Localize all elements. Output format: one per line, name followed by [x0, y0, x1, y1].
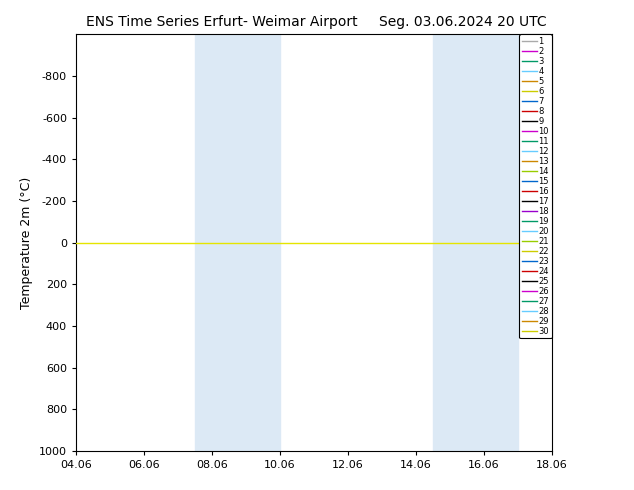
Bar [432, 34, 472, 451]
Y-axis label: Temperature 2m (°C): Temperature 2m (°C) [20, 176, 34, 309]
Legend: 1, 2, 3, 4, 5, 6, 7, 8, 9, 10, 11, 12, 13, 14, 15, 16, 17, 18, 19, 20, 21, 22, 2: 1, 2, 3, 4, 5, 6, 7, 8, 9, 10, 11, 12, 1… [519, 34, 552, 338]
Bar [472, 34, 517, 451]
Text: Seg. 03.06.2024 20 UTC: Seg. 03.06.2024 20 UTC [379, 15, 547, 29]
Bar [195, 34, 235, 451]
Text: ENS Time Series Erfurt- Weimar Airport: ENS Time Series Erfurt- Weimar Airport [86, 15, 358, 29]
Bar [235, 34, 280, 451]
